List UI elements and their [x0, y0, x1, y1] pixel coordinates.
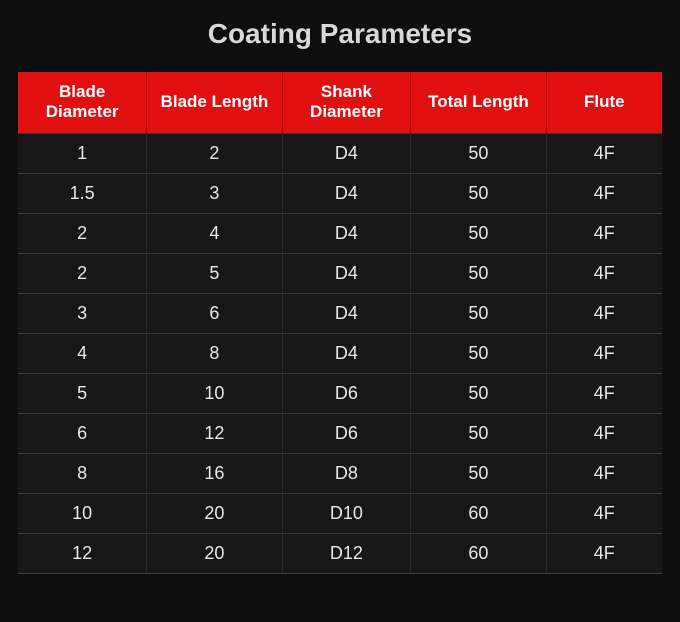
table-row: 12 20 D12 60 4F: [18, 533, 662, 573]
table-row: 2 4 D4 50 4F: [18, 213, 662, 253]
cell: D4: [282, 293, 411, 333]
cell: 4F: [546, 253, 662, 293]
cell: 8: [147, 333, 282, 373]
cell: 50: [411, 293, 546, 333]
cell: 5: [147, 253, 282, 293]
cell: 20: [147, 493, 282, 533]
cell: 1: [18, 133, 147, 173]
cell: D12: [282, 533, 411, 573]
cell: 20: [147, 533, 282, 573]
cell: 4: [18, 333, 147, 373]
parameters-table: Blade Diameter Blade Length Shank Diamet…: [18, 72, 662, 574]
cell: 1.5: [18, 173, 147, 213]
col-header-flute: Flute: [546, 72, 662, 133]
cell: 50: [411, 253, 546, 293]
col-header-blade-diameter: Blade Diameter: [18, 72, 147, 133]
table-row: 3 6 D4 50 4F: [18, 293, 662, 333]
cell: 2: [18, 253, 147, 293]
cell: 4F: [546, 533, 662, 573]
table-row: 2 5 D4 50 4F: [18, 253, 662, 293]
cell: 4F: [546, 173, 662, 213]
page-title: Coating Parameters: [0, 0, 680, 72]
col-header-shank-diameter: Shank Diameter: [282, 72, 411, 133]
cell: D4: [282, 213, 411, 253]
cell: 6: [147, 293, 282, 333]
cell: D4: [282, 133, 411, 173]
cell: 50: [411, 173, 546, 213]
cell: 6: [18, 413, 147, 453]
cell: 4F: [546, 213, 662, 253]
cell: 60: [411, 533, 546, 573]
cell: 50: [411, 373, 546, 413]
cell: 4F: [546, 373, 662, 413]
table-row: 5 10 D6 50 4F: [18, 373, 662, 413]
table-row: 6 12 D6 50 4F: [18, 413, 662, 453]
cell: 60: [411, 493, 546, 533]
cell: 10: [18, 493, 147, 533]
cell: D6: [282, 413, 411, 453]
cell: 4F: [546, 133, 662, 173]
table-row: 4 8 D4 50 4F: [18, 333, 662, 373]
cell: D6: [282, 373, 411, 413]
cell: 16: [147, 453, 282, 493]
cell: 2: [18, 213, 147, 253]
col-header-total-length: Total Length: [411, 72, 546, 133]
cell: D4: [282, 253, 411, 293]
table-row: 8 16 D8 50 4F: [18, 453, 662, 493]
cell: 4F: [546, 333, 662, 373]
table-body: 1 2 D4 50 4F 1.5 3 D4 50 4F 2 4 D4 50 4F: [18, 133, 662, 573]
table-row: 10 20 D10 60 4F: [18, 493, 662, 533]
cell: 4F: [546, 413, 662, 453]
cell: 50: [411, 333, 546, 373]
cell: 10: [147, 373, 282, 413]
cell: 50: [411, 413, 546, 453]
cell: 50: [411, 213, 546, 253]
cell: D4: [282, 173, 411, 213]
table-row: 1 2 D4 50 4F: [18, 133, 662, 173]
cell: D8: [282, 453, 411, 493]
cell: 2: [147, 133, 282, 173]
cell: 5: [18, 373, 147, 413]
cell: 4F: [546, 493, 662, 533]
table-header-row: Blade Diameter Blade Length Shank Diamet…: [18, 72, 662, 133]
cell: D10: [282, 493, 411, 533]
table-row: 1.5 3 D4 50 4F: [18, 173, 662, 213]
cell: 4: [147, 213, 282, 253]
cell: 8: [18, 453, 147, 493]
cell: 4F: [546, 293, 662, 333]
cell: 50: [411, 453, 546, 493]
parameters-table-container: Blade Diameter Blade Length Shank Diamet…: [0, 72, 680, 574]
cell: 50: [411, 133, 546, 173]
cell: 12: [18, 533, 147, 573]
cell: 4F: [546, 453, 662, 493]
cell: 3: [147, 173, 282, 213]
cell: 12: [147, 413, 282, 453]
cell: D4: [282, 333, 411, 373]
col-header-blade-length: Blade Length: [147, 72, 282, 133]
cell: 3: [18, 293, 147, 333]
